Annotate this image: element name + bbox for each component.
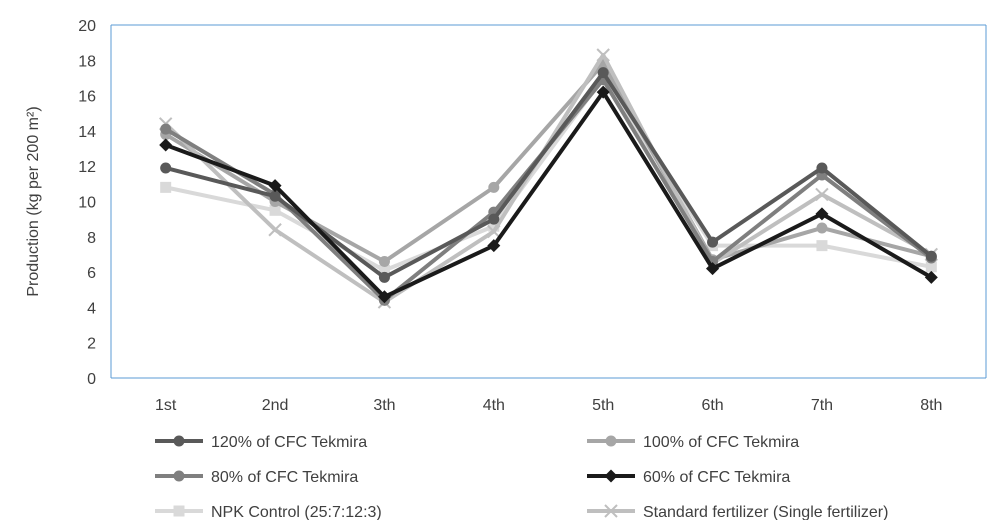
data-point: [160, 123, 172, 135]
data-point: [268, 179, 282, 193]
x-marker-stroke: [596, 48, 610, 62]
x-tick-label: 6th: [701, 397, 723, 414]
legend-marker: [604, 504, 618, 518]
data-point: [378, 256, 390, 268]
series-line: [165, 70, 933, 280]
y-tick-label: 8: [87, 230, 96, 247]
data-point: [925, 261, 937, 273]
y-tick-label: 14: [78, 124, 96, 141]
legend: 120% of CFC Tekmira 100% of CFC Tekmira 80…: [155, 434, 888, 520]
data-point: [816, 240, 828, 252]
data-point: [816, 222, 828, 234]
y-tick-label: 18: [78, 53, 96, 70]
y-tick-labels: 0 2 4 6 8 10 12 14 16 18 20: [78, 18, 96, 388]
legend-label: 60% of CFC Tekmira: [643, 469, 790, 486]
series-2: [160, 58, 937, 268]
y-tick-label: 2: [87, 336, 96, 353]
y-tick-label: 20: [78, 18, 96, 35]
data-point: [596, 85, 610, 99]
plot-area: [110, 24, 987, 379]
y-axis-label-group: Production (kg per 200 m²): [25, 106, 42, 296]
y-axis-label: Production (kg per 200 m²): [25, 106, 42, 296]
data-point: [815, 187, 829, 202]
legend-marker: [173, 505, 185, 517]
legend-marker: [604, 469, 618, 483]
legend-label: 80% of CFC Tekmira: [211, 469, 358, 486]
y-tick-label: 0: [87, 371, 96, 388]
x-tick-label: 4th: [483, 397, 505, 414]
data-point: [159, 138, 173, 152]
legend-item: 80% of CFC Tekmira: [155, 469, 358, 486]
data-point: [160, 181, 172, 193]
data-point: [487, 239, 501, 253]
data-point: [597, 67, 609, 79]
x-marker-stroke: [815, 187, 829, 202]
series-line: [165, 75, 932, 273]
data-point: [378, 271, 390, 283]
legend-label: 100% of CFC Tekmira: [643, 434, 799, 451]
data-point: [160, 162, 172, 174]
x-tick-label: 2nd: [262, 397, 289, 414]
data-point: [269, 190, 281, 202]
data-point: [378, 264, 390, 276]
x-tick-label: 5th: [592, 397, 614, 414]
series-layer: [158, 48, 939, 309]
x-tick-labels: 1st 2nd 3th 4th 5th 6th 7th 8th: [155, 397, 942, 414]
data-point: [707, 236, 719, 248]
data-point: [924, 270, 938, 284]
series-4: [159, 85, 938, 304]
legend-marker: [605, 435, 617, 447]
x-marker-stroke: [604, 504, 618, 518]
legend-item: NPK Control (25:7:12:3): [155, 504, 382, 520]
data-point: [488, 220, 500, 232]
legend-item: 60% of CFC Tekmira: [587, 469, 790, 486]
x-tick-label: 3th: [373, 397, 395, 414]
legend-marker: [173, 435, 185, 447]
legend-marker: [173, 470, 185, 482]
y-tick-label: 12: [78, 159, 96, 176]
x-tick-label: 8th: [920, 397, 942, 414]
data-point: [488, 213, 500, 225]
data-point: [268, 223, 282, 237]
legend-label: NPK Control (25:7:12:3): [211, 504, 382, 520]
x-tick-label: 7th: [811, 397, 833, 414]
data-point: [488, 181, 500, 193]
x-marker-stroke: [487, 224, 501, 239]
y-tick-label: 4: [87, 300, 96, 317]
data-point: [816, 162, 828, 174]
legend-item: 100% of CFC Tekmira: [587, 434, 799, 451]
x-tick-label: 1st: [155, 397, 177, 414]
series-1: [160, 67, 937, 283]
legend-label: 120% of CFC Tekmira: [211, 434, 367, 451]
y-tick-label: 10: [78, 195, 96, 212]
legend-item: Standard fertilizer (Single fertilizer): [587, 504, 888, 520]
legend-item: 120% of CFC Tekmira: [155, 434, 367, 451]
data-point: [487, 224, 501, 239]
data-point: [596, 48, 610, 62]
data-point: [925, 250, 937, 262]
y-tick-label: 16: [78, 89, 96, 106]
data-point: [706, 262, 720, 276]
data-point: [377, 290, 391, 304]
series-line: [164, 90, 933, 299]
legend-label: Standard fertilizer (Single fertilizer): [643, 504, 888, 520]
data-point: [815, 207, 829, 221]
x-marker-stroke: [268, 223, 282, 237]
data-point: [269, 204, 281, 216]
y-tick-label: 6: [87, 265, 96, 282]
